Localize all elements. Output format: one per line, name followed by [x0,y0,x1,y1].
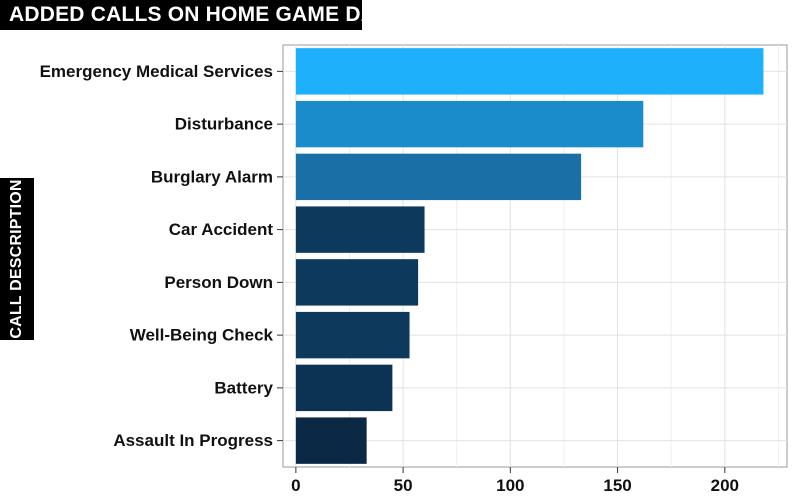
x-tick-label: 50 [394,476,413,495]
y-axis-label-background [0,178,34,340]
chart-title: ADDED CALLS ON HOME GAME DAYS [0,0,402,30]
category-label: Car Accident [169,220,274,239]
category-label: Well-Being Check [130,326,274,345]
category-label: Person Down [164,273,273,292]
x-tick-label: 0 [291,476,300,495]
x-tick-label: 200 [711,476,739,495]
bar-car-accident [295,206,425,253]
category-label: Battery [214,378,273,397]
bar-burglary-alarm [295,153,582,201]
bar-battery [295,364,393,412]
bars [295,48,764,464]
bar-person-down [295,259,419,306]
x-tick-label: 100 [496,476,524,495]
axis-ticks [277,70,726,473]
bar-assault-in-progress [295,417,367,464]
category-label: Disturbance [175,115,273,134]
bar-disturbance [295,100,644,148]
x-tick-label: 150 [603,476,631,495]
labels: Emergency Medical Services Disturbance Bur… [40,62,739,495]
category-label: Emergency Medical Services [40,62,273,81]
category-label: Assault In Progress [113,431,273,450]
bar-emergency-medical-services [295,48,764,95]
bar-well-being-check [295,311,410,359]
category-label: Burglary Alarm [151,167,273,186]
